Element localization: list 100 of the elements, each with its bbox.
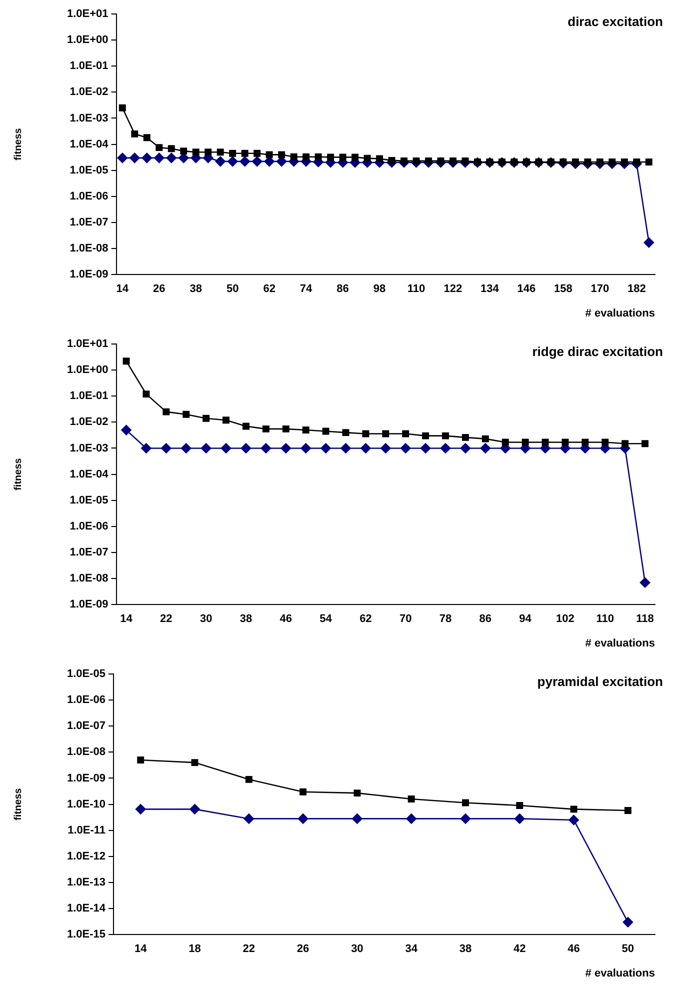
point [227,156,238,167]
y-axis-title: fitness [12,128,24,160]
x-tick-label: 46 [568,943,580,956]
point [408,796,415,802]
x-tick-label: 94 [519,613,532,626]
point [229,150,236,157]
point [640,577,650,588]
point [200,443,212,454]
point [182,410,190,418]
x-tick-label: 170 [590,283,610,296]
point [388,156,396,164]
point [282,425,290,432]
point [137,756,144,764]
y-tick-label: 1.0E-14 [66,902,106,915]
point [131,130,138,138]
point [360,443,371,454]
x-tick-label: 110 [407,283,426,296]
point [266,151,273,158]
point [118,104,126,112]
x-tick-label: 54 [320,613,333,626]
y-tick-label: 1.0E-02 [70,86,108,98]
x-tick-label: 38 [240,613,252,626]
point [121,424,132,436]
point [327,154,334,161]
y-tick-label: 1.0E-04 [70,138,110,150]
point [190,804,200,814]
point [400,443,411,454]
y-axis-title: fitness [12,788,24,820]
y-tick-label: 1.0E-08 [66,746,106,758]
y-tick-label: 1.0E-02 [70,416,108,428]
point [482,435,489,442]
x-tick-label: 62 [263,283,276,296]
x-tick-label: 46 [280,613,292,626]
x-tick-label: 26 [153,283,166,296]
point [278,151,286,158]
y-tick-label: 1.0E-03 [70,112,108,124]
point [402,430,410,438]
point [143,134,150,142]
point [352,154,359,161]
point [352,814,362,824]
point [322,428,330,435]
point [522,438,529,446]
x-tick-label: 118 [636,613,654,626]
point [460,443,471,454]
x-tick-label: 14 [134,943,148,956]
point [364,154,371,162]
point [320,443,331,454]
x-tick-label: 50 [226,283,239,296]
chart-title: ridge dirac excitation [532,344,664,360]
y-tick-label: 1.0E-01 [70,390,108,402]
y-tick-label: 1.0E-06 [66,694,106,706]
point [502,438,509,446]
x-tick-label: 98 [373,283,386,296]
point [460,814,471,824]
x-tick-label: 14 [120,613,134,626]
x-tick-label: 146 [517,283,536,296]
point [242,422,250,430]
point [204,148,212,156]
y-tick-label: 1.0E-05 [70,164,108,176]
point [290,153,298,160]
y-tick-label: 1.0E+01 [66,338,108,350]
point [220,443,232,454]
point [161,443,172,454]
y-tick-label: 1.0E-12 [66,850,106,862]
y-tick-label: 1.0E-13 [66,876,106,889]
x-tick-label: 38 [459,943,472,956]
x-tick-label: 134 [480,283,500,296]
y-tick-label: 1.0E-06 [70,520,108,532]
chart-title: pyramidal excitation [537,674,664,690]
point [244,814,254,824]
point [130,152,140,164]
x-axis-title: # evaluations [585,967,655,980]
point [240,156,250,167]
x-tick-label: 102 [556,613,574,626]
point [142,390,150,398]
point [622,440,629,448]
point [514,814,525,824]
point [240,443,252,454]
point [642,440,649,448]
x-tick-label: 22 [160,613,172,626]
point [302,153,310,160]
point [542,438,549,446]
point [422,432,430,440]
point [135,804,146,814]
point [162,408,170,416]
x-tick-label: 86 [336,283,349,296]
point [376,155,383,162]
y-tick-label: 1.0E-01 [70,60,108,72]
point [192,148,200,156]
point [166,152,177,164]
x-tick-label: 78 [439,613,452,626]
y-tick-label: 1.0E-03 [70,442,108,454]
point [222,416,230,424]
point [382,430,390,438]
point [624,806,632,814]
y-tick-label: 1.0E+01 [66,8,108,20]
point [354,790,361,797]
point [602,438,609,446]
y-tick-label: 1.0E+00 [66,34,108,46]
chart-title: dirac excitation [568,14,664,30]
